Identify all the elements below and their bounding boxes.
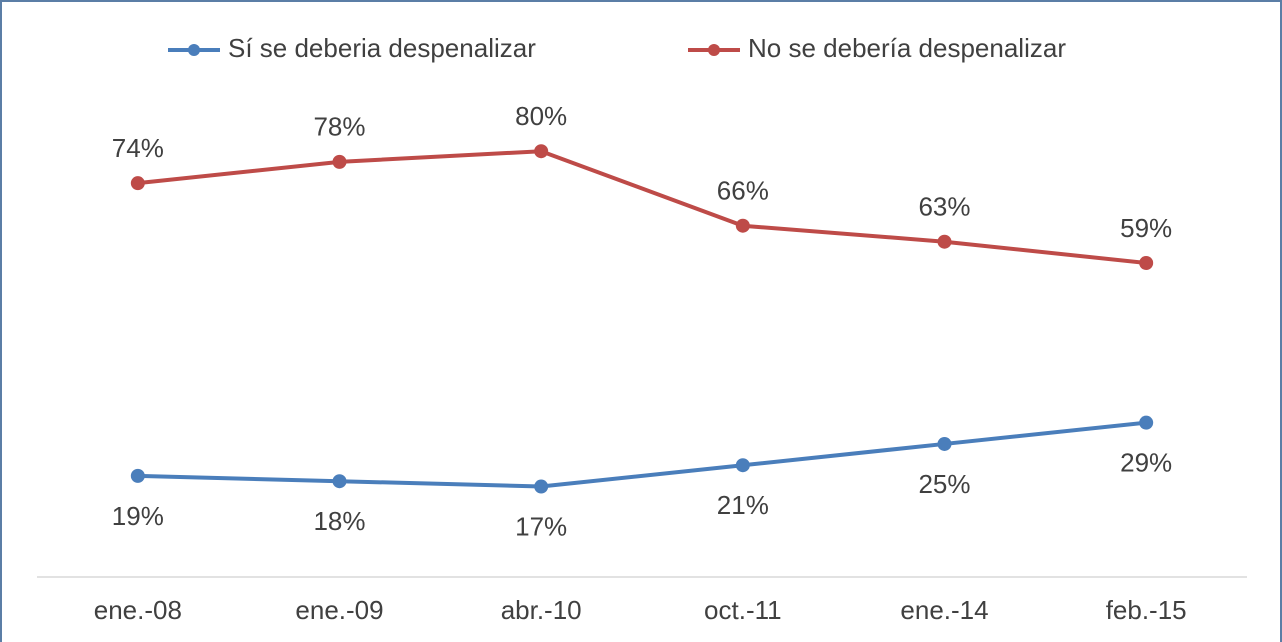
data-label: 74% (112, 133, 164, 163)
data-label: 59% (1120, 213, 1172, 243)
data-label: 21% (717, 490, 769, 520)
data-label: 17% (515, 511, 567, 541)
series-line (137, 420, 1147, 489)
data-point (1139, 415, 1154, 430)
data-point (735, 458, 750, 473)
legend-label: Sí se deberia despenalizar (228, 33, 536, 63)
x-tick-label: ene.-09 (295, 595, 383, 625)
series-line (137, 149, 1147, 265)
x-tick-label: oct.-11 (704, 595, 782, 625)
data-label: 19% (112, 501, 164, 531)
data-point (534, 144, 549, 159)
data-point (130, 176, 145, 191)
data-point (130, 468, 145, 483)
x-tick-label: ene.-14 (900, 595, 988, 625)
data-point (937, 234, 952, 249)
data-point (735, 218, 750, 233)
data-label: 80% (515, 101, 567, 131)
data-point (332, 154, 347, 169)
data-point (1139, 255, 1154, 270)
data-label: 66% (717, 176, 769, 206)
data-label: 63% (918, 192, 970, 222)
legend-label: No se debería despenalizar (748, 33, 1066, 63)
legend-marker (188, 44, 200, 56)
data-label: 18% (313, 506, 365, 536)
data-point (937, 436, 952, 451)
x-tick-label: abr.-10 (501, 595, 582, 625)
data-point (534, 479, 549, 494)
x-tick-label: ene.-08 (94, 595, 182, 625)
data-label: 29% (1120, 448, 1172, 478)
data-label: 25% (918, 469, 970, 499)
data-point (332, 474, 347, 489)
x-tick-label: feb.-15 (1106, 595, 1187, 625)
data-label: 78% (313, 112, 365, 142)
legend-marker (708, 44, 720, 56)
